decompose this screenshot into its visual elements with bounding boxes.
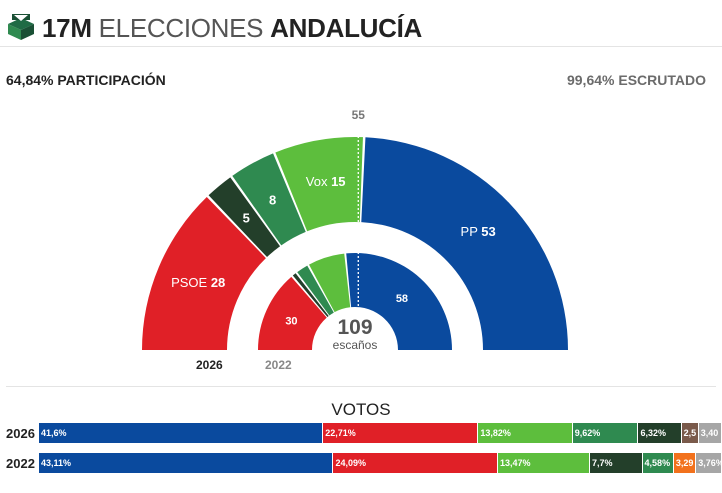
seat-count-label: PP 53 <box>461 224 496 239</box>
participation-stat: 64,84% PARTICIPACIÓN <box>6 72 166 88</box>
scrutiny-stat: 99,64% ESCRUTADO <box>566 72 706 88</box>
party-name-label: PSOE <box>171 275 211 290</box>
seat-count-label: 58 <box>396 293 408 305</box>
seats-2022-labels: 30 58 <box>285 293 408 328</box>
vote-share-segment: 2,5 <box>681 423 699 443</box>
votes-bar-2026: 41,6% 22,71% 13,82% 9,62% 6,32% 2,5 3,40 <box>39 423 722 443</box>
vote-share-segment: 13,47% <box>497 453 590 473</box>
vote-share-segment: 24,09% <box>333 453 498 473</box>
vote-share-segment: 41,6% <box>39 423 324 443</box>
seat-count-label: 30 <box>285 316 297 328</box>
seat-segment <box>297 265 334 316</box>
seat-segment <box>361 137 568 350</box>
vote-share-segment: 3,76% <box>696 453 722 473</box>
section-divider <box>6 386 716 387</box>
seat-count-label: Vox 15 <box>306 174 346 189</box>
seat-value-label: 8 <box>269 193 276 208</box>
seats-2022-arc <box>258 253 452 350</box>
seat-count-label: 5 <box>243 211 250 226</box>
seat-segment <box>309 253 351 313</box>
year-label-current: 2026 <box>196 358 223 372</box>
vote-share-segment: 13,82% <box>478 423 573 443</box>
votes-row-2022: 2022 43,11% 24,09% 13,47% 7,7% 4,58% 3,29 3,76… <box>0 453 722 473</box>
votes-section-title: VOTOS <box>331 400 391 419</box>
seat-count-label: 8 <box>269 193 276 208</box>
seats-2026-labels: PSOE 28 5 8 Vox 15 PP 53 <box>171 174 496 290</box>
seats-2026-arc <box>142 137 568 350</box>
seat-segment <box>258 276 327 350</box>
andalucia-logo-icon <box>8 14 34 40</box>
seat-value-label: 53 <box>481 224 495 239</box>
vote-share-segment: 6,32% <box>638 423 682 443</box>
seat-segment <box>292 273 329 317</box>
seat-segment <box>142 197 266 350</box>
vote-share-segment: 7,7% <box>589 453 643 473</box>
header-divider <box>0 46 722 47</box>
votes-row-year: 2026 <box>6 426 35 441</box>
seat-segment <box>275 137 363 232</box>
vote-share-segment: 43,11% <box>39 453 334 473</box>
votes-row-year: 2022 <box>6 456 35 471</box>
votes-bar-2022: 43,11% 24,09% 13,47% 7,7% 4,58% 3,29 3,76% <box>39 453 722 473</box>
seat-value-label: 28 <box>211 275 225 290</box>
page-title: 17M ELECCIONES ANDALUCÍA <box>42 13 422 43</box>
vote-share-segment: 9,62% <box>572 423 639 443</box>
seat-value-label: 58 <box>396 293 408 305</box>
seat-value-label: 30 <box>285 316 297 328</box>
seat-segment <box>346 253 452 350</box>
title-region: ANDALUCÍA <box>270 13 423 43</box>
seat-count-label: PSOE 28 <box>171 275 225 290</box>
total-seats-value: 109 <box>337 316 372 339</box>
title-elections: ELECCIONES <box>98 13 264 43</box>
total-seats-unit: escaños <box>333 338 378 352</box>
seat-value-label: 15 <box>331 174 345 189</box>
year-label-previous: 2022 <box>265 358 292 372</box>
vote-share-segment: 22,71% <box>323 423 479 443</box>
vote-share-segment: 3,29 <box>673 453 697 473</box>
majority-label: 55 <box>352 108 366 122</box>
vote-share-segment: 4,58% <box>642 453 674 473</box>
seat-segment <box>208 177 281 258</box>
seat-segment <box>232 153 306 246</box>
party-name-label: Vox <box>306 174 331 189</box>
header: 17M ELECCIONES ANDALUCÍA <box>0 0 722 50</box>
seat-value-label: 5 <box>243 211 250 226</box>
vote-share-segment: 3,40 <box>698 423 722 443</box>
party-name-label: PP <box>461 224 482 239</box>
votes-row-2026: 2026 41,6% 22,71% 13,82% 9,62% 6,32% 2,5 3,40 <box>0 423 722 443</box>
title-date: 17M <box>42 13 92 43</box>
